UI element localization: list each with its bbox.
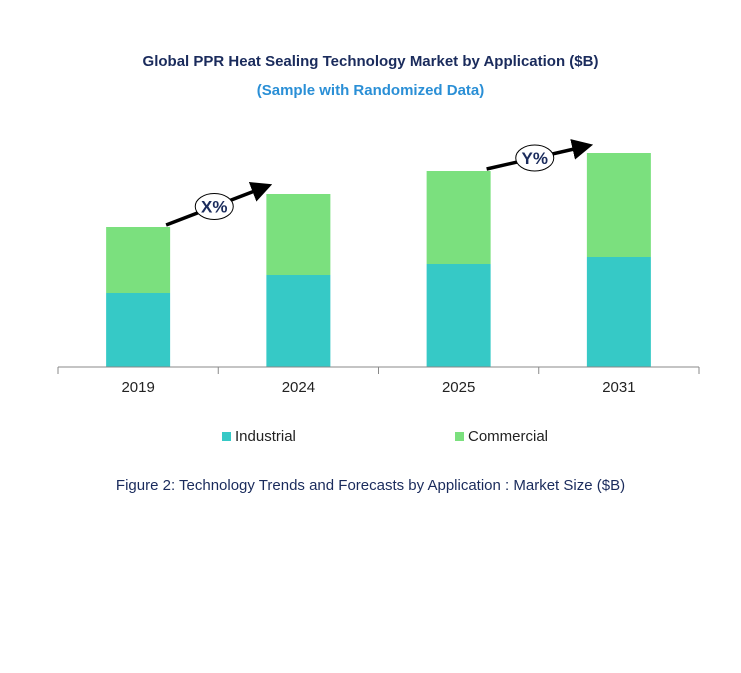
chart-title: Global PPR Heat Sealing Technology Marke…	[142, 53, 599, 70]
legend-label: Industrial	[235, 428, 296, 445]
cagr-label: Y%	[522, 149, 548, 168]
bar-industrial-2031	[586, 257, 651, 367]
legend-swatch-industrial	[222, 432, 231, 441]
chart-subtitle: (Sample with Randomized Data)	[256, 82, 485, 99]
legend-item-industrial: Industrial	[222, 428, 296, 445]
x-tick-label: 2025	[442, 379, 475, 396]
legend-item-commercial: Commercial	[455, 428, 548, 445]
x-tick-label: 2019	[121, 379, 154, 396]
x-tick-label: 2024	[282, 379, 315, 396]
legend-swatch-commercial	[455, 432, 464, 441]
bar-industrial-2019	[106, 293, 171, 367]
x-tick-label: 2031	[602, 379, 635, 396]
cagr-bubble	[515, 144, 555, 172]
bar-commercial-2031	[586, 153, 651, 257]
figure-caption: Figure 2: Technology Trends and Forecast…	[115, 477, 626, 494]
cagr-label: X%	[201, 198, 227, 217]
legend-label: Commercial	[468, 428, 549, 445]
bar-commercial-2024	[266, 194, 331, 275]
bar-commercial-2025	[426, 171, 491, 264]
bar-commercial-2019	[106, 227, 171, 293]
bar-industrial-2024	[266, 275, 331, 367]
bar-industrial-2025	[426, 264, 491, 367]
cagr-bubble	[194, 193, 234, 220]
